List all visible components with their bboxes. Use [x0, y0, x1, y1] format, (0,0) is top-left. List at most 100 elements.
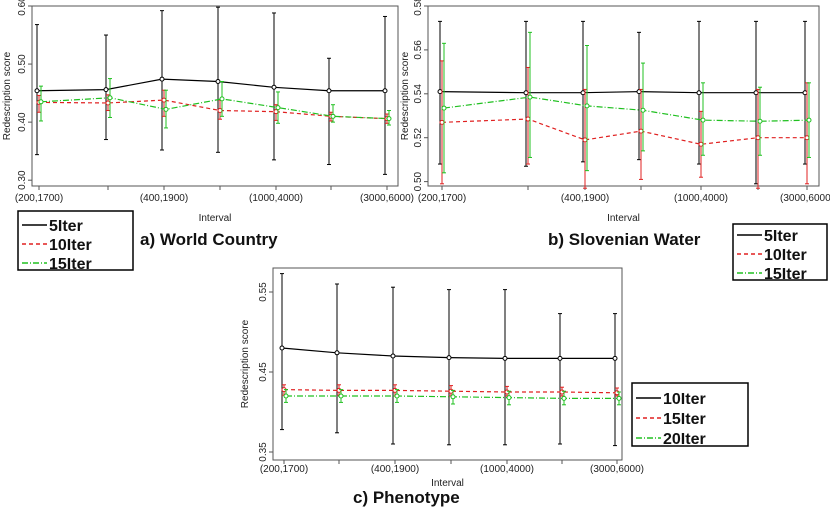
data-point — [557, 355, 563, 361]
data-point — [386, 116, 392, 122]
legend-label: 5Iter — [49, 218, 83, 235]
data-point — [437, 89, 443, 95]
y-axis-title: Redescription score — [240, 319, 251, 408]
legend-box — [17, 210, 134, 271]
data-point — [757, 118, 763, 124]
data-point — [561, 395, 567, 401]
legend-label: 15Iter — [49, 256, 92, 273]
data-point — [334, 350, 340, 356]
data-point — [523, 90, 529, 96]
data-point — [441, 105, 447, 111]
data-point — [38, 99, 44, 105]
x-tick-label: (400,1900) — [140, 193, 188, 204]
legend-label: 10Iter — [49, 237, 92, 254]
data-point — [219, 96, 225, 102]
data-point — [330, 113, 336, 119]
data-point — [215, 78, 221, 84]
panel-phenotype: 0.35 0.45 0.55 (200,1700) (400,1900) (1000,40… — [240, 267, 749, 507]
data-point — [161, 97, 167, 103]
data-point — [159, 76, 165, 82]
panel-world-country: 0.30 0.40 0.50 0.60 (200,1700) (400,1900) (100… — [2, 0, 414, 273]
y-tick-label: 0.58 — [413, 0, 424, 16]
y-axis-title: Redescription score — [400, 51, 411, 140]
y-tick-label: 0.40 — [17, 112, 28, 132]
plot-frame — [31, 5, 399, 187]
data-point — [446, 355, 452, 361]
data-point — [338, 393, 344, 399]
legend-label: 20Iter — [663, 431, 706, 448]
legend-label: 10Iter — [663, 391, 706, 408]
y-tick-label: 0.56 — [413, 40, 424, 60]
data-point — [559, 389, 565, 395]
data-point — [448, 388, 454, 394]
legend-world-country: 5Iter 10Iter 15Iter — [17, 210, 134, 273]
data-point — [504, 389, 510, 395]
data-point — [802, 90, 808, 96]
data-point — [382, 88, 388, 94]
y-tick-label: 0.45 — [258, 362, 269, 382]
x-tick-label: (400,1900) — [371, 464, 419, 475]
data-point — [584, 103, 590, 109]
data-point — [390, 353, 396, 359]
data-point — [34, 88, 40, 94]
y-tick-label: 0.50 — [413, 171, 424, 191]
data-point — [698, 141, 704, 147]
data-point — [755, 135, 761, 141]
y-tick-label: 0.30 — [17, 170, 28, 190]
data-point — [439, 119, 445, 125]
legend-label: 5Iter — [764, 228, 798, 245]
data-point — [636, 89, 642, 95]
x-tick-label: (1000,4000) — [249, 193, 303, 204]
data-point — [527, 94, 533, 100]
panel-caption: c) Phenotype — [353, 488, 460, 507]
series-line — [36, 78, 385, 92]
data-point — [804, 135, 810, 141]
x-tick-label: (3000,6000) — [360, 193, 414, 204]
x-tick-label: (1000,4000) — [674, 193, 728, 204]
data-point — [506, 395, 512, 401]
data-point — [806, 117, 812, 123]
y-tick-label: 0.54 — [413, 84, 424, 104]
x-tick-label: (3000,6000) — [780, 193, 830, 204]
x-tick-label: (200,1700) — [260, 464, 308, 475]
legend-box — [631, 382, 749, 447]
x-tick-label: (200,1700) — [418, 193, 466, 204]
data-point — [582, 137, 588, 143]
data-point — [525, 116, 531, 122]
y-tick-label: 0.60 — [17, 0, 28, 16]
data-point — [273, 109, 279, 115]
data-point — [275, 105, 281, 111]
plot-frame — [272, 267, 623, 461]
data-point — [616, 395, 622, 401]
data-point — [283, 393, 289, 399]
data-point — [336, 387, 342, 393]
y-axis-title: Redescription score — [2, 51, 13, 140]
data-point — [271, 84, 277, 90]
data-point — [614, 390, 620, 396]
data-point — [392, 387, 398, 393]
legend-box — [732, 223, 828, 281]
data-point — [753, 90, 759, 96]
x-axis-title: Interval — [199, 213, 232, 224]
series-line — [441, 118, 807, 145]
data-point — [103, 87, 109, 93]
x-axis-title: Interval — [431, 478, 464, 489]
data-point — [700, 117, 706, 123]
y-tick-label: 0.35 — [258, 442, 269, 462]
y-tick-label: 0.52 — [413, 128, 424, 148]
data-point — [696, 90, 702, 96]
series-line — [443, 96, 810, 122]
y-tick-label: 0.50 — [17, 54, 28, 74]
data-point — [279, 345, 285, 351]
panel-caption: b) Slovenian Water — [548, 230, 701, 249]
legend-label: 15Iter — [663, 411, 706, 428]
x-axis-title: Interval — [607, 213, 640, 224]
data-point — [105, 100, 111, 106]
data-point — [502, 355, 508, 361]
data-point — [163, 106, 169, 112]
legend-label: 15Iter — [764, 266, 807, 283]
data-point — [638, 128, 644, 134]
legend-label: 10Iter — [764, 247, 807, 264]
x-tick-label: (1000,4000) — [480, 464, 534, 475]
